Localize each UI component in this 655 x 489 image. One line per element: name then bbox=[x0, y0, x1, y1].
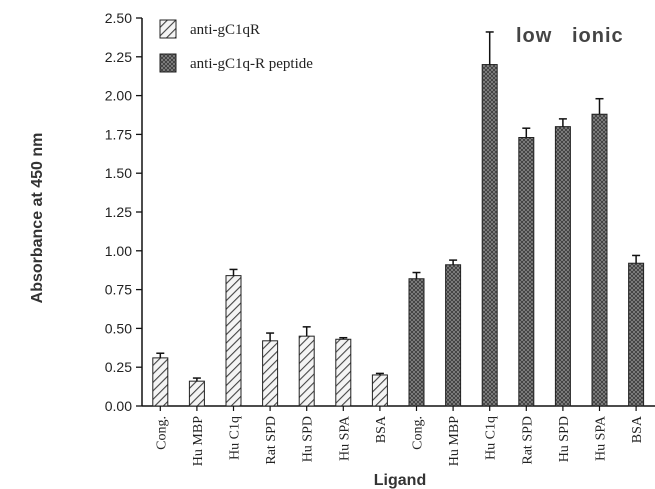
x-tick-label: Hu MBP bbox=[191, 416, 206, 466]
bar bbox=[335, 338, 352, 407]
legend-label-anti-gc1q-r-peptide: anti-gC1q-R peptide bbox=[190, 56, 313, 72]
y-tick-label: 0.50 bbox=[105, 320, 132, 336]
bar bbox=[225, 275, 242, 407]
y-tick-label: 2.50 bbox=[105, 10, 132, 26]
x-tick-label: Hu C1q bbox=[484, 416, 499, 460]
y-tick-label: 0.00 bbox=[105, 398, 132, 414]
x-tick-label: Hu SPA bbox=[594, 415, 609, 461]
bar bbox=[152, 357, 169, 407]
x-tick-label: Hu SPD bbox=[557, 416, 572, 462]
x-tick-label: Hu MBP bbox=[447, 416, 462, 466]
x-tick-label: Hu SPD bbox=[301, 416, 316, 462]
legend-swatch-anti-gc1qr bbox=[159, 19, 177, 39]
bar bbox=[591, 113, 608, 407]
y-tick-label: 0.25 bbox=[105, 359, 132, 375]
bar bbox=[262, 340, 279, 407]
x-tick-label: Rat SPD bbox=[264, 416, 279, 465]
bar bbox=[481, 64, 498, 407]
y-tick-label: 2.25 bbox=[105, 49, 132, 65]
x-tick-label: Rat SPD bbox=[520, 416, 535, 465]
y-tick-label: 1.00 bbox=[105, 243, 132, 259]
y-tick-label: 1.25 bbox=[105, 204, 132, 220]
chart-annotation: low ionic bbox=[516, 25, 624, 47]
x-tick-label: BSA bbox=[630, 415, 645, 443]
x-tick-label: Hu SPA bbox=[337, 415, 352, 461]
x-tick-label: Cong. bbox=[154, 416, 169, 450]
bar bbox=[298, 335, 315, 407]
bar bbox=[408, 278, 425, 407]
bar bbox=[445, 264, 462, 407]
x-tick-label: BSA bbox=[374, 415, 389, 443]
y-tick-label: 1.50 bbox=[105, 165, 132, 181]
bar bbox=[371, 374, 388, 407]
legend-swatch-anti-gc1q-r-peptide bbox=[159, 53, 177, 73]
x-axis-title: Ligand bbox=[374, 472, 426, 489]
y-axis-title: Absorbance at 450 nm bbox=[29, 133, 46, 304]
legend: anti-gC1qR anti-gC1q-R peptide bbox=[159, 19, 313, 73]
bar bbox=[628, 262, 645, 407]
x-tick-label: Cong. bbox=[411, 416, 426, 450]
y-tick-label: 1.75 bbox=[105, 126, 132, 142]
y-tick-label: 0.75 bbox=[105, 282, 132, 298]
bar bbox=[518, 137, 535, 407]
x-tick-label: Hu C1q bbox=[228, 416, 243, 460]
y-tick-label: 2.00 bbox=[105, 88, 132, 104]
bar bbox=[554, 126, 571, 407]
bar bbox=[188, 380, 205, 407]
legend-label-anti-gc1qr: anti-gC1qR bbox=[190, 22, 260, 38]
